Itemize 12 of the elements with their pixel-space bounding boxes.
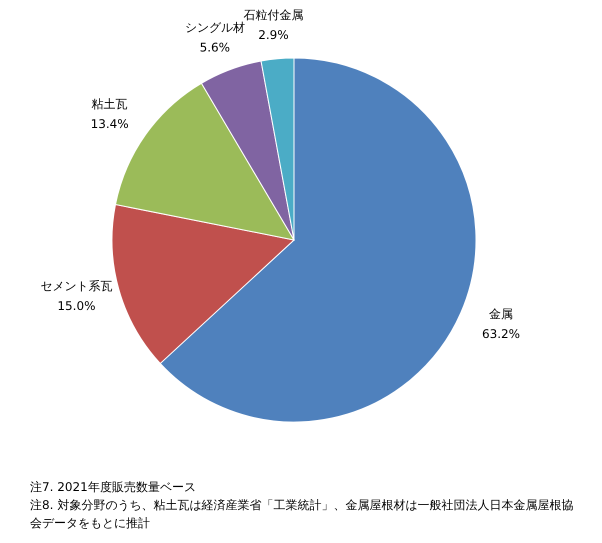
text: 注8. 対象分野のうち、粘土瓦は経済産業省「工業統計」、金属屋根材は一般社団法人日本金属屋根協会データをもとに推計 bbox=[30, 497, 574, 532]
slice-label: 金属 bbox=[489, 306, 514, 321]
slice-label: シングル材 bbox=[184, 20, 245, 35]
data-label: 63.2% bbox=[482, 326, 520, 341]
data-label: 2.9% bbox=[258, 28, 289, 42]
text: 注7. 2021年度販売数量ベース bbox=[30, 479, 197, 496]
data-label: 5.6% bbox=[200, 40, 230, 55]
slice-label: 粘土瓦 bbox=[92, 97, 128, 112]
data-label: 13.4% bbox=[90, 117, 129, 132]
slice-label: セメント系瓦 bbox=[40, 279, 112, 294]
slice-label: 石粒付金属 bbox=[243, 8, 304, 22]
data-label: 15.0% bbox=[57, 299, 96, 314]
